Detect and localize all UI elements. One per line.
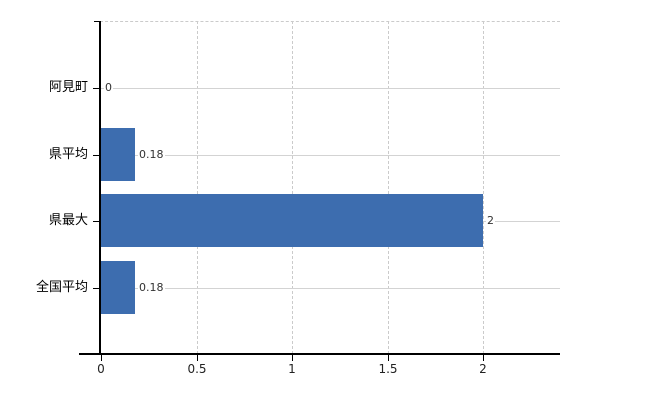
bar-value-label: 0.18 xyxy=(138,281,165,295)
bar xyxy=(101,128,135,181)
x-tick-label: 0.5 xyxy=(187,362,207,376)
y-axis-tick xyxy=(93,221,100,222)
category-label: 阿見町 xyxy=(48,80,88,95)
bar xyxy=(101,261,135,314)
x-tick-label: 1 xyxy=(288,362,296,376)
y-axis-tick xyxy=(93,88,100,89)
x-axis-tick xyxy=(197,355,198,361)
category-gridline xyxy=(100,88,560,89)
bar-value-label: 2 xyxy=(486,214,495,228)
bar-value-label: 0.18 xyxy=(138,148,165,162)
x-tick-label: 2 xyxy=(479,362,487,376)
plot-top-border xyxy=(100,21,560,22)
y-axis-line xyxy=(99,21,101,355)
x-axis-line xyxy=(79,353,560,355)
y-axis-tick xyxy=(93,155,100,156)
category-gridline xyxy=(100,155,560,156)
category-label: 県平均 xyxy=(48,147,88,162)
x-axis-tick xyxy=(388,355,389,361)
x-gridline xyxy=(197,21,198,354)
x-axis-tick xyxy=(292,355,293,361)
x-axis-tick xyxy=(483,355,484,361)
y-axis-tick xyxy=(94,21,100,22)
x-gridline xyxy=(292,21,293,354)
bar-value-label: 0 xyxy=(104,81,113,95)
x-gridline xyxy=(388,21,389,354)
bar xyxy=(101,194,483,247)
x-tick-label: 0 xyxy=(97,362,105,376)
x-tick-label: 1.5 xyxy=(378,362,398,376)
x-gridline xyxy=(483,21,484,354)
y-axis-tick xyxy=(93,288,100,289)
category-label: 県最大 xyxy=(48,213,88,228)
category-label: 全国平均 xyxy=(35,280,88,295)
category-gridline xyxy=(100,288,560,289)
x-axis-tick xyxy=(101,355,102,361)
